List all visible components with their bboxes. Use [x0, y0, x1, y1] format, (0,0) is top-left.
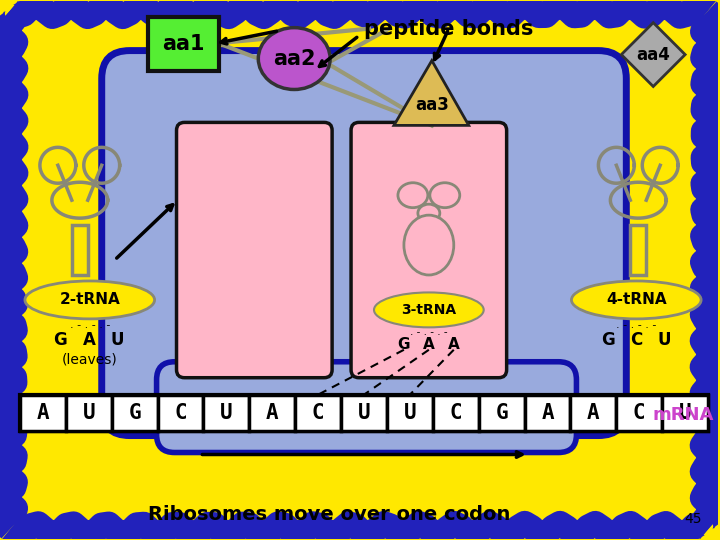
Text: G: G — [601, 331, 615, 349]
Text: G: G — [397, 338, 410, 352]
Text: aa4: aa4 — [636, 45, 670, 64]
Text: U: U — [657, 331, 671, 349]
Bar — [20, 395, 708, 430]
Bar — [66, 395, 112, 430]
Text: peptide bonds: peptide bonds — [364, 19, 534, 39]
Text: 4-tRNA: 4-tRNA — [606, 293, 667, 307]
FancyBboxPatch shape — [351, 123, 507, 377]
FancyBboxPatch shape — [148, 17, 220, 71]
FancyBboxPatch shape — [102, 51, 626, 436]
Bar — [525, 395, 570, 430]
Bar — [387, 395, 433, 430]
Text: Ribosomes move over one codon: Ribosomes move over one codon — [148, 505, 510, 524]
Text: A: A — [541, 403, 554, 423]
Text: U: U — [111, 331, 125, 349]
Bar — [570, 395, 616, 430]
Text: aa3: aa3 — [415, 97, 449, 114]
Bar — [20, 395, 66, 430]
Ellipse shape — [430, 183, 460, 208]
Bar — [433, 395, 479, 430]
Text: A: A — [423, 338, 435, 352]
Ellipse shape — [418, 204, 440, 222]
Ellipse shape — [258, 28, 330, 90]
Text: C: C — [633, 403, 646, 423]
Text: A: A — [448, 338, 459, 352]
Text: G: G — [53, 331, 67, 349]
Bar — [479, 395, 525, 430]
Text: U: U — [358, 403, 370, 423]
Text: A: A — [84, 331, 96, 349]
Text: U: U — [83, 403, 95, 423]
Text: G: G — [495, 403, 508, 423]
Text: 45: 45 — [685, 512, 702, 526]
Text: A: A — [266, 403, 279, 423]
Ellipse shape — [374, 293, 484, 327]
Text: G: G — [128, 403, 141, 423]
Text: . - . - . -: . - . - . - — [616, 320, 657, 330]
Text: aa1: aa1 — [162, 33, 204, 53]
Text: . - . - . -: . - . - . - — [410, 327, 448, 337]
Text: U: U — [679, 403, 691, 423]
Polygon shape — [621, 23, 685, 86]
Ellipse shape — [572, 281, 701, 319]
Text: C: C — [312, 403, 325, 423]
Bar — [662, 395, 708, 430]
Text: mRNA: mRNA — [652, 406, 714, 423]
FancyBboxPatch shape — [156, 362, 577, 453]
FancyBboxPatch shape — [176, 123, 332, 377]
Ellipse shape — [398, 183, 428, 208]
Polygon shape — [394, 60, 469, 125]
Text: A: A — [587, 403, 600, 423]
Bar — [341, 395, 387, 430]
Text: U: U — [220, 403, 233, 423]
Text: aa2: aa2 — [273, 49, 315, 69]
Text: U: U — [404, 403, 416, 423]
Bar — [204, 395, 249, 430]
Text: C: C — [630, 331, 642, 349]
Ellipse shape — [25, 281, 155, 319]
Text: C: C — [174, 403, 186, 423]
Bar — [158, 395, 204, 430]
Bar — [616, 395, 662, 430]
Ellipse shape — [404, 215, 454, 275]
Text: A: A — [37, 403, 49, 423]
Text: (leaves): (leaves) — [62, 353, 117, 367]
Text: 2-tRNA: 2-tRNA — [59, 293, 120, 307]
Bar — [249, 395, 295, 430]
Bar — [295, 395, 341, 430]
Bar — [112, 395, 158, 430]
Text: C: C — [449, 403, 462, 423]
Text: 3-tRNA: 3-tRNA — [401, 303, 456, 317]
Text: . - . - . -: . - . - . - — [70, 320, 110, 330]
